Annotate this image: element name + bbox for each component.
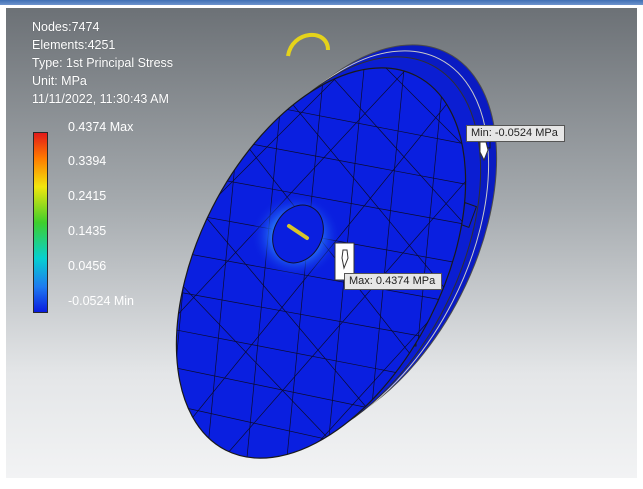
result-timestamp: 11/11/2022, 11:30:43 AM [32, 92, 169, 106]
legend-min: -0.0524 Min [68, 294, 135, 308]
result-unit: Unit: MPa [32, 74, 87, 88]
nodes-count: Nodes:7474 [32, 20, 100, 34]
min-probe-marker[interactable] [476, 140, 490, 162]
window-top-bar [0, 0, 643, 5]
result-info: Nodes:7474 Elements:4251 Type: 1st Princ… [32, 18, 173, 108]
color-legend-bar [33, 132, 48, 313]
handle-wire [286, 33, 330, 57]
result-type: Type: 1st Principal Stress [32, 56, 174, 70]
min-probe-label[interactable]: Min: -0.0524 MPa [466, 125, 565, 142]
legend-value-1: 0.3394 [68, 154, 107, 168]
legend-value-4: 0.0456 [68, 259, 107, 273]
elements-count: Elements:4251 [32, 38, 116, 52]
legend-max: 0.4374 Max [68, 120, 134, 134]
max-probe-label[interactable]: Max: 0.4374 MPa [344, 273, 443, 290]
fea-viewport[interactable]: Nodes:7474 Elements:4251 Type: 1st Princ… [6, 8, 637, 478]
center-pin [287, 224, 309, 240]
max-probe-marker[interactable] [334, 242, 356, 282]
legend-value-2: 0.2415 [68, 189, 107, 203]
legend-value-3: 0.1435 [68, 224, 107, 238]
